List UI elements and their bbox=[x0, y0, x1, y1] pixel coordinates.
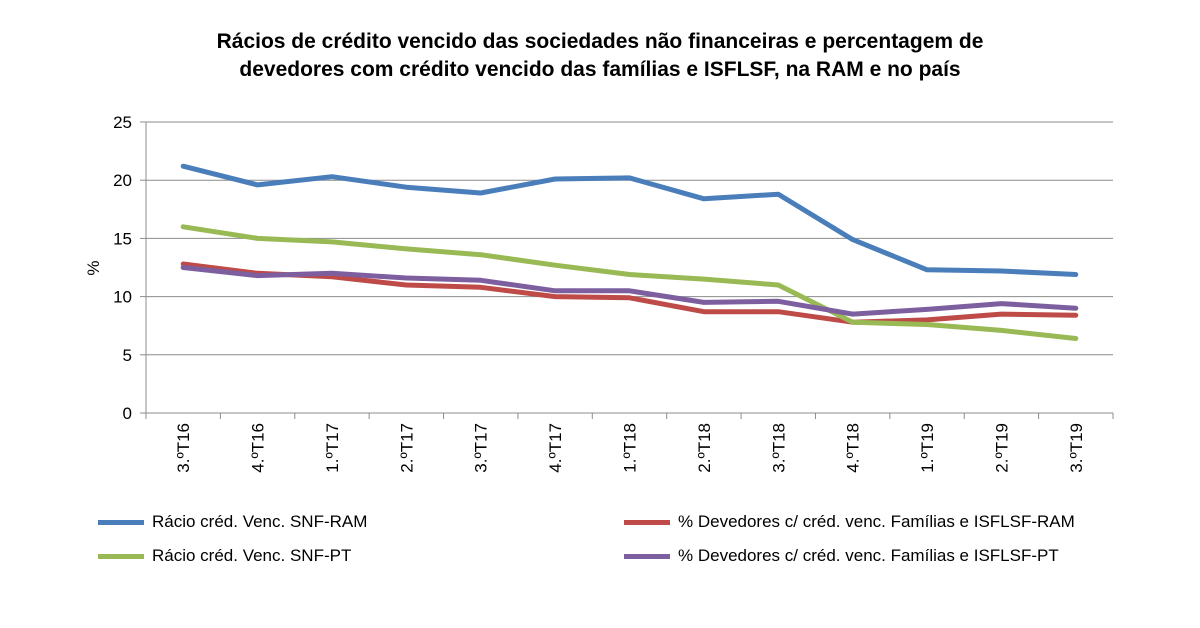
series-line-3 bbox=[180, 224, 1079, 341]
x-tick-label: 3.ºT18 bbox=[769, 423, 788, 473]
legend-swatch bbox=[624, 553, 670, 559]
y-tick-label: 0 bbox=[123, 404, 132, 423]
x-tick-label: 2.ºT19 bbox=[992, 423, 1011, 473]
legend-item-4: % Devedores c/ créd. venc. Famílias e IS… bbox=[624, 546, 1059, 566]
axes bbox=[140, 121, 1114, 419]
tick-labels: 0 5 10 15 20 25 3.ºT16 4.ºT16 1.ºT17 2.ºT17 3.ºT17… bbox=[84, 113, 1086, 473]
legend-item-3: Rácio créd. Venc. SNF-PT bbox=[98, 546, 351, 566]
x-tick-label: 3.ºT17 bbox=[472, 423, 491, 473]
series-lines bbox=[180, 163, 1079, 341]
legend-item-2: % Devedores c/ créd. venc. Famílias e IS… bbox=[624, 512, 1075, 532]
legend-swatch bbox=[98, 519, 144, 525]
x-tick-label: 4.ºT18 bbox=[844, 423, 863, 473]
series-line-1 bbox=[180, 163, 1079, 277]
series-line-2 bbox=[180, 261, 1079, 325]
legend-label: % Devedores c/ créd. venc. Famílias e IS… bbox=[678, 512, 1075, 531]
y-tick-label: 10 bbox=[113, 288, 132, 307]
legend-swatch bbox=[624, 519, 670, 525]
x-tick-label: 3.ºT19 bbox=[1067, 423, 1086, 473]
chart-title-line-1: Rácios de crédito vencido das sociedades… bbox=[216, 30, 984, 53]
x-tick-label: 1.ºT17 bbox=[323, 423, 342, 473]
series-line-4 bbox=[180, 265, 1079, 317]
y-tick-label: 15 bbox=[113, 229, 132, 248]
legend-label: Rácio créd. Venc. SNF-PT bbox=[152, 546, 352, 565]
x-tick-label: 4.ºT16 bbox=[249, 423, 268, 473]
legend-swatch bbox=[98, 553, 144, 559]
x-tick-label: 2.ºT18 bbox=[695, 423, 714, 473]
y-tick-label: 20 bbox=[113, 171, 132, 190]
chart-title: Rácios de crédito vencido das sociedades… bbox=[100, 28, 1100, 84]
x-tick-label: 1.ºT19 bbox=[918, 423, 937, 473]
y-axis-label: % bbox=[84, 260, 103, 275]
x-tick-label: 1.ºT18 bbox=[621, 423, 640, 473]
legend-label: Rácio créd. Venc. SNF-RAM bbox=[152, 512, 368, 531]
legend-label: % Devedores c/ créd. venc. Famílias e IS… bbox=[678, 546, 1059, 565]
x-tick-label: 4.ºT17 bbox=[546, 423, 565, 473]
y-tick-label: 5 bbox=[123, 346, 132, 365]
x-tick-label: 3.ºT16 bbox=[174, 423, 193, 473]
chart-title-line-2: devedores com crédito vencido das famíli… bbox=[239, 58, 961, 81]
legend-item-1: Rácio créd. Venc. SNF-RAM bbox=[98, 512, 367, 532]
y-tick-label: 25 bbox=[113, 113, 132, 132]
x-tick-label: 2.ºT17 bbox=[397, 423, 416, 473]
